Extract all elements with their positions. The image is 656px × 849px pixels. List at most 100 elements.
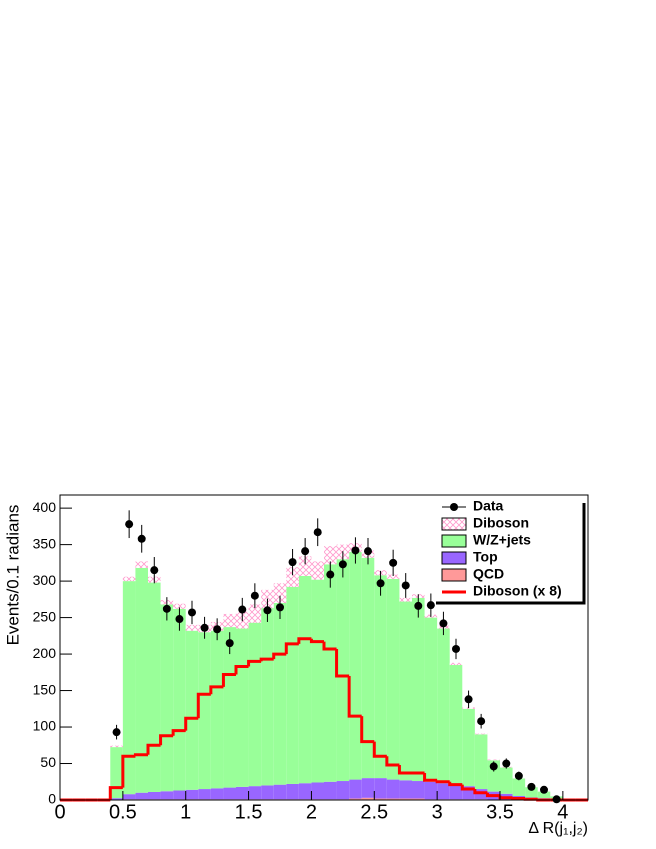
x-tick-label: 4: [557, 801, 568, 823]
histogram-bar: [311, 782, 324, 800]
histogram-bar: [298, 556, 312, 576]
x-tick-label: 0.5: [109, 801, 137, 823]
histogram-bar: [462, 708, 475, 787]
histogram-bar: [361, 557, 375, 779]
data-point: [527, 782, 536, 791]
histogram-bar: [537, 791, 551, 799]
data-point: [225, 639, 234, 648]
overlay-step: [347, 675, 362, 718]
histogram-bar: [273, 602, 287, 785]
overlay-step: [133, 753, 148, 757]
overlay-step: [397, 764, 412, 775]
overlay-step: [523, 797, 538, 801]
y-axis-label: Events/0.1 radians: [3, 505, 22, 646]
histogram-bar: [223, 613, 236, 628]
histogram-bar: [248, 604, 262, 623]
histogram-bar: [185, 624, 199, 631]
histogram-bar: [122, 576, 136, 582]
histogram-bar: [399, 601, 412, 781]
y-tick-label: 300: [33, 572, 57, 588]
data-point: [552, 795, 561, 804]
data-point: [452, 644, 460, 653]
histogram-bar: [110, 798, 123, 800]
overlay-step: [385, 756, 400, 767]
overlay-step: [146, 743, 161, 755]
legend-swatch: [441, 568, 467, 582]
histogram-bar: [500, 767, 513, 794]
histogram-bar: [437, 783, 450, 800]
data-point: [464, 695, 473, 704]
data-point: [351, 546, 360, 555]
histogram-bar: [311, 579, 324, 783]
data-point: [326, 570, 335, 579]
histogram-bar: [424, 781, 438, 800]
histogram-bar: [349, 798, 362, 800]
histogram-bar: [374, 575, 387, 779]
overlay-step: [448, 781, 463, 787]
legend-frame: [436, 503, 586, 605]
data-point: [263, 606, 272, 615]
histogram-bar: [349, 779, 362, 799]
x-tick-label: 2: [306, 801, 317, 823]
x-tick-label: 2.5: [360, 801, 388, 823]
data-point: [540, 785, 548, 794]
x-axis-label: Δ R(j₁,j₂): [528, 820, 588, 837]
histogram-bar: [236, 786, 249, 800]
data-point: [137, 534, 146, 543]
histogram-bar: [349, 551, 362, 780]
data-point: [200, 623, 209, 632]
histogram-bar: [110, 747, 123, 799]
histogram-bar: [261, 785, 274, 800]
histogram-bar: [474, 733, 488, 735]
histogram-bar: [223, 787, 236, 800]
overlay-step: [221, 672, 236, 687]
plot-frame: [59, 494, 589, 801]
overlay-step: [460, 784, 475, 791]
legend-marker: [450, 503, 458, 511]
histogram-bar: [487, 759, 500, 761]
legend-label: Diboson (x 8): [473, 583, 562, 599]
legend-label: Top: [473, 549, 498, 565]
histogram-bar: [173, 608, 186, 791]
overlay-step: [272, 652, 287, 660]
data-point: [364, 547, 372, 556]
histogram-bar: [399, 798, 412, 800]
y-tick-label: 150: [33, 681, 57, 697]
x-tick-label: 3: [432, 801, 443, 823]
data-point: [276, 603, 284, 612]
overlay-step: [184, 716, 199, 731]
overlay-step: [435, 780, 450, 784]
legend-label: Data: [473, 498, 504, 514]
data-point: [250, 591, 259, 600]
histogram-bar: [160, 604, 174, 792]
histogram-bar: [286, 567, 299, 587]
histogram-bar: [110, 745, 123, 748]
overlay-step: [121, 754, 136, 788]
histogram-bar: [148, 791, 161, 800]
histogram-bar: [386, 798, 400, 800]
overlay-step: [284, 642, 299, 655]
y-tick-label: 250: [33, 608, 57, 624]
y-tick-label: 400: [33, 499, 57, 515]
data-point: [150, 566, 159, 575]
histogram-bar: [148, 582, 161, 792]
histogram-bar: [135, 561, 148, 568]
legend-swatch: [441, 534, 467, 548]
y-tick-label: 50: [40, 754, 56, 770]
histogram-bar: [449, 662, 463, 666]
histogram-bar: [399, 597, 412, 602]
histogram-bar: [437, 628, 450, 784]
histogram-bar: [135, 792, 148, 800]
overlay-step: [196, 692, 211, 719]
histogram-bar: [273, 784, 287, 800]
histogram-bar: [198, 632, 211, 790]
data-point: [125, 520, 134, 529]
histogram-bar: [198, 789, 211, 800]
histogram-bar: [336, 781, 350, 800]
overlay-step: [234, 664, 249, 675]
histogram-bar: [210, 788, 224, 800]
data-point: [414, 601, 423, 610]
overlay-step: [159, 734, 174, 746]
histogram-bar: [185, 789, 199, 800]
